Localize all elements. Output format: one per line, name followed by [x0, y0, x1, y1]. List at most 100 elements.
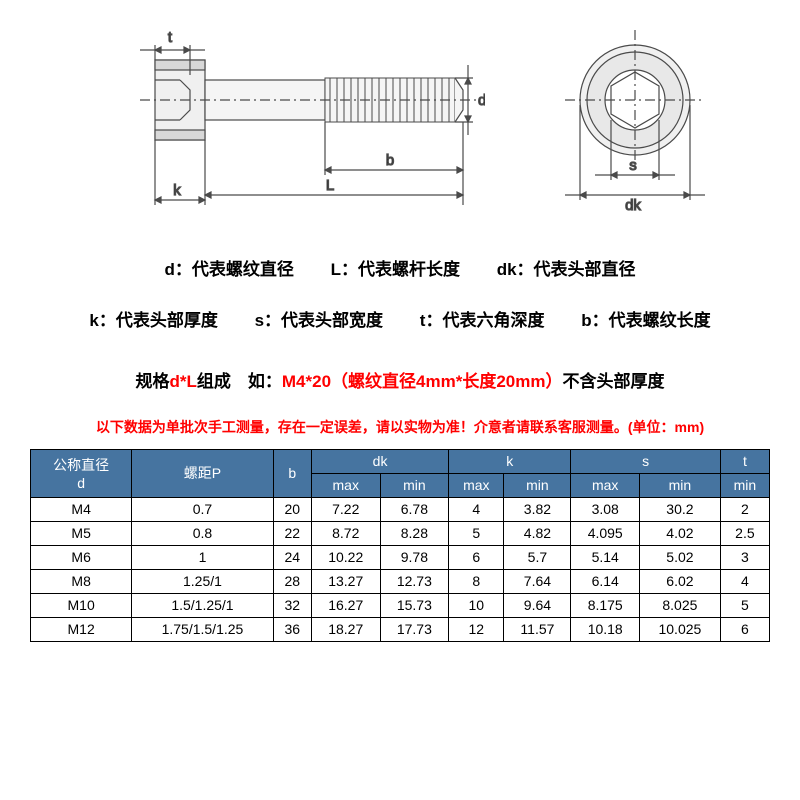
cell-s_min: 10.025	[640, 617, 721, 641]
label-s: s	[629, 157, 637, 174]
cell-b: 28	[273, 569, 311, 593]
definitions: d：代表螺纹直径 L：代表螺杆长度 dk：代表头部直径 k：代表头部厚度 s：代…	[30, 250, 770, 342]
cell-dk_min: 8.28	[380, 521, 449, 545]
cell-d: M12	[31, 617, 132, 641]
cell-dk_max: 18.27	[311, 617, 380, 641]
th-dk-min: min	[380, 473, 449, 497]
cell-p: 0.8	[132, 521, 273, 545]
th-d: 公称直径 d	[31, 449, 132, 497]
cell-k_max: 10	[449, 593, 504, 617]
def-d: d：代表螺纹直径	[164, 260, 293, 279]
cell-d: M5	[31, 521, 132, 545]
cell-s_max: 6.14	[571, 569, 640, 593]
screw-top-view: s dk	[545, 20, 745, 220]
cell-k_max: 6	[449, 545, 504, 569]
cell-k_min: 9.64	[504, 593, 571, 617]
cell-p: 1.25/1	[132, 569, 273, 593]
cell-t_min: 3	[720, 545, 769, 569]
cell-t_min: 4	[720, 569, 769, 593]
cell-dk_max: 10.22	[311, 545, 380, 569]
spec-suffix: 不含头部厚度	[562, 372, 664, 391]
th-k: k	[449, 449, 571, 473]
cell-s_min: 30.2	[640, 497, 721, 521]
cell-k_min: 4.82	[504, 521, 571, 545]
cell-k_max: 12	[449, 617, 504, 641]
cell-s_min: 8.025	[640, 593, 721, 617]
cell-dk_max: 8.72	[311, 521, 380, 545]
cell-s_min: 4.02	[640, 521, 721, 545]
th-k-min: min	[504, 473, 571, 497]
th-s-max: max	[571, 473, 640, 497]
cell-t_min: 2	[720, 497, 769, 521]
cell-d: M4	[31, 497, 132, 521]
cell-k_max: 5	[449, 521, 504, 545]
cell-k_max: 8	[449, 569, 504, 593]
def-b: b：代表螺纹长度	[581, 311, 710, 330]
cell-t_min: 2.5	[720, 521, 769, 545]
table-body: M40.7207.226.7843.823.0830.22M50.8228.72…	[31, 497, 770, 641]
cell-s_max: 8.175	[571, 593, 640, 617]
th-s: s	[571, 449, 720, 473]
def-L: L：代表螺杆长度	[331, 260, 460, 279]
label-d: d	[478, 92, 485, 109]
spec-mid1: d*L	[170, 372, 197, 391]
cell-t_min: 6	[720, 617, 769, 641]
label-k: k	[173, 182, 181, 199]
cell-s_max: 10.18	[571, 617, 640, 641]
cell-s_max: 4.095	[571, 521, 640, 545]
table-row: M612410.229.7865.75.145.023	[31, 545, 770, 569]
table-row: M40.7207.226.7843.823.0830.22	[31, 497, 770, 521]
cell-b: 24	[273, 545, 311, 569]
label-t: t	[168, 29, 173, 46]
th-t-min: min	[720, 473, 769, 497]
cell-dk_min: 17.73	[380, 617, 449, 641]
cell-k_min: 5.7	[504, 545, 571, 569]
th-s-min: min	[640, 473, 721, 497]
label-L: L	[326, 177, 334, 194]
table-row: M81.25/12813.2712.7387.646.146.024	[31, 569, 770, 593]
cell-b: 36	[273, 617, 311, 641]
def-t: t：代表六角深度	[420, 311, 545, 330]
th-dk: dk	[311, 449, 448, 473]
th-k-max: max	[449, 473, 504, 497]
cell-b: 22	[273, 521, 311, 545]
cell-k_max: 4	[449, 497, 504, 521]
cell-s_max: 5.14	[571, 545, 640, 569]
table-row: M101.5/1.25/13216.2715.73109.648.1758.02…	[31, 593, 770, 617]
cell-dk_min: 6.78	[380, 497, 449, 521]
cell-dk_min: 12.73	[380, 569, 449, 593]
cell-b: 32	[273, 593, 311, 617]
cell-d: M6	[31, 545, 132, 569]
cell-dk_max: 16.27	[311, 593, 380, 617]
cell-s_max: 3.08	[571, 497, 640, 521]
cell-k_min: 3.82	[504, 497, 571, 521]
th-p: 螺距P	[132, 449, 273, 497]
cell-dk_min: 9.78	[380, 545, 449, 569]
definitions-row-2: k：代表头部厚度 s：代表头部宽度 t：代表六角深度 b：代表螺纹长度	[30, 301, 770, 342]
spec-table: 公称直径 d 螺距P b dk k s t max min max min ma…	[30, 449, 770, 642]
cell-p: 1	[132, 545, 273, 569]
th-t: t	[720, 449, 769, 473]
th-b: b	[273, 449, 311, 497]
cell-dk_max: 7.22	[311, 497, 380, 521]
cell-s_min: 5.02	[640, 545, 721, 569]
cell-t_min: 5	[720, 593, 769, 617]
def-s: s：代表头部宽度	[255, 311, 383, 330]
definitions-row-1: d：代表螺纹直径 L：代表螺杆长度 dk：代表头部直径	[30, 250, 770, 291]
table-row: M121.75/1.5/1.253618.2717.731211.5710.18…	[31, 617, 770, 641]
diagram-area: t d b L k	[30, 20, 770, 220]
spec-prefix: 规格	[136, 372, 170, 391]
cell-k_min: 7.64	[504, 569, 571, 593]
cell-d: M10	[31, 593, 132, 617]
def-dk: dk：代表头部直径	[497, 260, 636, 279]
measurement-note: 以下数据为单批次手工测量，存在一定误差，请以实物为准！介意者请联系客服测量。(单…	[30, 417, 770, 437]
cell-k_min: 11.57	[504, 617, 571, 641]
spec-example: M4*20（螺纹直径4mm*长度20mm）	[282, 372, 563, 391]
screw-side-view: t d b L k	[55, 20, 485, 220]
cell-s_min: 6.02	[640, 569, 721, 593]
label-dk: dk	[625, 197, 641, 214]
spec-mid2: 组成 如：	[197, 372, 282, 391]
cell-d: M8	[31, 569, 132, 593]
cell-p: 1.75/1.5/1.25	[132, 617, 273, 641]
cell-dk_max: 13.27	[311, 569, 380, 593]
